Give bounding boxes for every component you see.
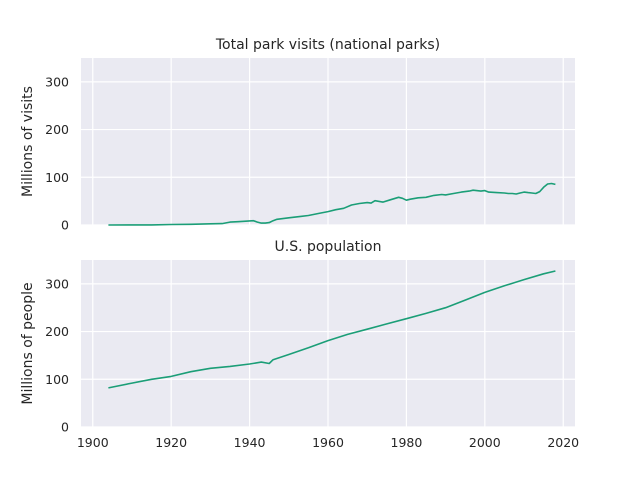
x-tick-label: 1960 bbox=[312, 435, 344, 450]
x-tick-label: 1940 bbox=[234, 435, 266, 450]
y-tick-label: 200 bbox=[45, 122, 69, 137]
y-tick-label: 100 bbox=[45, 372, 69, 387]
y-tick-label: 0 bbox=[61, 218, 69, 233]
x-tick-label: 1920 bbox=[155, 435, 187, 450]
y-tick-label: 300 bbox=[45, 276, 69, 291]
series-line-park-visits bbox=[108, 182, 556, 226]
x-tick-label: 2000 bbox=[469, 435, 501, 450]
y-ticks-bottom: 0 100 200 300 bbox=[45, 276, 69, 434]
chart-title-top: Total park visits (national parks) bbox=[215, 37, 440, 53]
y-tick-label: 0 bbox=[61, 420, 69, 435]
x-tick-label: 1900 bbox=[77, 435, 109, 450]
x-tick-label: 2020 bbox=[547, 435, 579, 450]
y-ticks-top: 0 100 200 300 bbox=[45, 74, 69, 232]
chart-title-bottom: U.S. population bbox=[275, 239, 382, 255]
x-ticks-bottom: 1900 1920 1940 1960 1980 2000 2020 bbox=[77, 435, 579, 450]
y-axis-label-top: Millions of visits bbox=[20, 86, 36, 197]
x-tick-label: 1980 bbox=[391, 435, 423, 450]
y-tick-label: 200 bbox=[45, 324, 69, 339]
grid-bottom bbox=[81, 260, 575, 428]
y-tick-label: 100 bbox=[45, 170, 69, 185]
chart-top: 0 100 200 300 Total park visits (national p… bbox=[20, 37, 575, 233]
y-tick-label: 300 bbox=[45, 74, 69, 89]
series-line-population bbox=[108, 270, 556, 389]
y-axis-label-bottom: Millions of people bbox=[20, 282, 36, 404]
